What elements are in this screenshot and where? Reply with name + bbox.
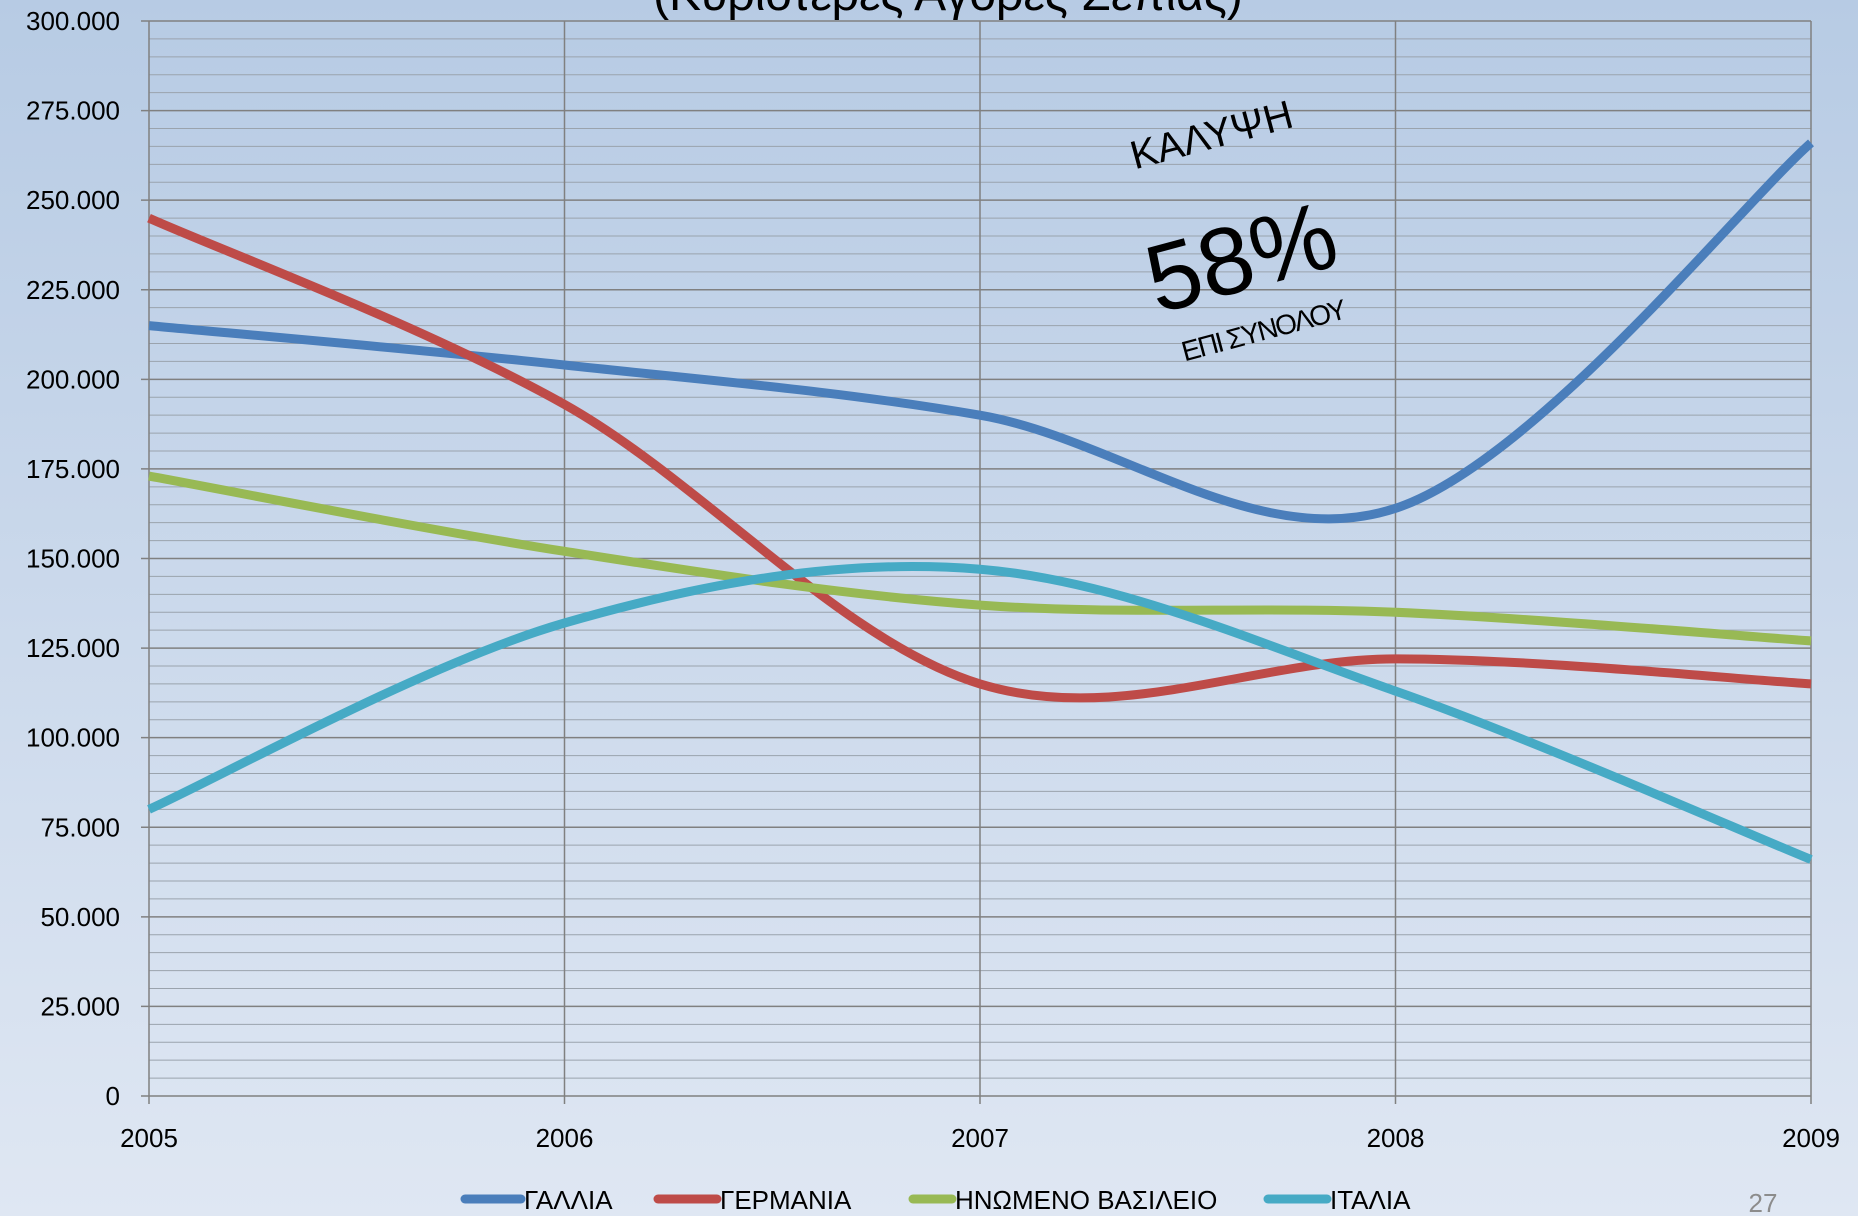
legend-label: ΙΤΑΛΙΑ (1330, 1185, 1411, 1215)
y-tick-label: 275.000 (26, 96, 120, 126)
legend-label: ΓΑΛΛΙΑ (524, 1185, 613, 1215)
y-tick-label: 200.000 (26, 364, 120, 394)
x-tick-label: 2006 (536, 1123, 594, 1153)
y-tick-label: 125.000 (26, 633, 120, 663)
x-tick-label: 2008 (1367, 1123, 1425, 1153)
y-tick-label: 300.000 (26, 6, 120, 36)
series-lines (147, 139, 1814, 864)
y-tick-label: 75.000 (40, 812, 120, 842)
x-tick-label: 2009 (1782, 1123, 1840, 1153)
series-line (147, 213, 1812, 703)
legend-label: ΓΕΡΜΑΝΙΑ (720, 1185, 852, 1215)
y-tick-label: 225.000 (26, 275, 120, 305)
y-tick-label: 250.000 (26, 185, 120, 215)
y-tick-label: 25.000 (40, 991, 120, 1021)
y-tick-label: 50.000 (40, 902, 120, 932)
series-line (148, 139, 1814, 524)
y-tick-label: 150.000 (26, 544, 120, 574)
legend: ΓΑΛΛΙΑ ΓΕΡΜΑΝΙΑ ΗΝΩΜΕΝΟ ΒΑΣΙΛΕΙΟ ΙΤΑΛΙΑ (460, 1185, 1411, 1215)
series-line (147, 562, 1813, 864)
grid (141, 20, 1812, 1104)
x-tick-label: 2007 (951, 1123, 1009, 1153)
series-line (148, 471, 1812, 646)
y-tick-label: 100.000 (26, 723, 120, 753)
chart-title: (Κυριότερες Αγορές Σέπιας) (653, 0, 1243, 21)
x-tick-label: 2005 (120, 1123, 178, 1153)
axis-labels: 0 25.000 50.000 75.000 100.000 125.000 150.000… (26, 6, 1840, 1153)
page-number: 27 (1749, 1188, 1778, 1216)
legend-label: ΗΝΩΜΕΝΟ ΒΑΣΙΛΕΙΟ (955, 1185, 1217, 1215)
y-tick-label: 0 (106, 1081, 120, 1111)
y-tick-label: 175.000 (26, 454, 120, 484)
